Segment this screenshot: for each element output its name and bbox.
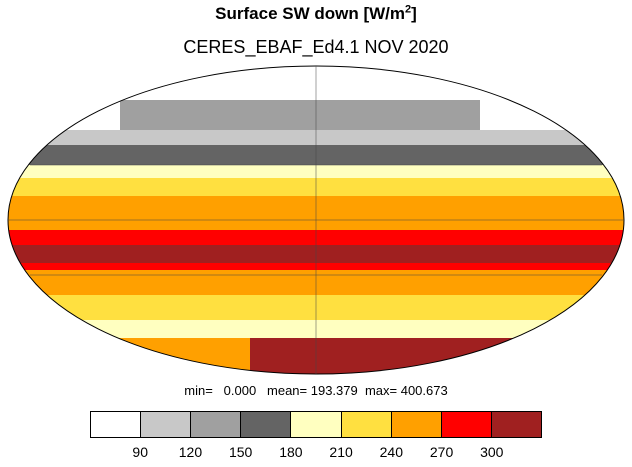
colorbar-tick-label: 270	[429, 444, 454, 460]
colorbar-box	[141, 412, 192, 437]
colorbar-tick-label: 210	[329, 444, 353, 460]
colorbar-box	[291, 412, 342, 437]
colorbar-box	[441, 412, 492, 437]
colorbar-box	[341, 412, 392, 437]
graticule	[8, 66, 624, 374]
colorbar-box	[91, 412, 142, 437]
colorbar-tick-label: 120	[178, 444, 203, 460]
statistics: min= 0.000 mean= 193.379 max= 400.673	[184, 383, 448, 398]
band-arctic-gray	[120, 100, 480, 130]
colorbar-box	[391, 412, 442, 437]
colorbar-tick-label: 150	[228, 444, 253, 460]
colorbar-tick-label: 180	[279, 444, 303, 460]
colorbar-tick-label: 300	[480, 444, 504, 460]
band-antarctic-margin	[8, 338, 250, 374]
colorbar-tick-label: 240	[379, 444, 404, 460]
colorbar-tick-label: 90	[132, 444, 149, 460]
colorbar-box	[241, 412, 292, 437]
colorbar	[90, 411, 542, 438]
map-title: Surface SW down [W/m2]	[215, 3, 417, 23]
colorbar-box	[491, 412, 541, 437]
colorbar-box	[191, 412, 242, 437]
map-subtitle: CERES_EBAF_Ed4.1 NOV 2020	[183, 37, 449, 57]
